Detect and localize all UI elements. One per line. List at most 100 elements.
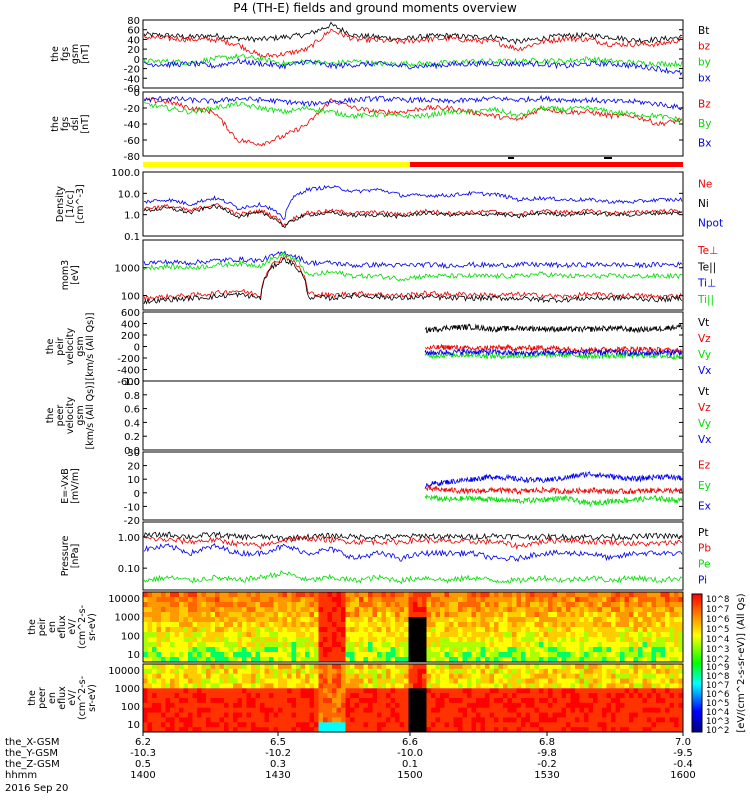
spectrogram-cell <box>413 712 418 718</box>
spectrogram-cell <box>647 607 652 613</box>
spectrogram-cell <box>449 698 454 704</box>
spectrogram-cell <box>422 702 427 709</box>
spectrogram-cell <box>242 717 247 723</box>
spectrogram-cell <box>323 707 328 713</box>
y-axis-label-line: fgs <box>60 117 71 131</box>
spectrogram-cell <box>345 642 351 648</box>
spectrogram-cell <box>314 652 319 658</box>
spectrogram-cell <box>350 702 355 709</box>
spectrogram-cell <box>642 657 648 663</box>
spectrogram-cell <box>525 712 531 718</box>
spectrogram-cell <box>485 678 490 684</box>
spectrogram-cell <box>197 683 202 689</box>
spectrogram-cell <box>188 647 193 653</box>
spectrogram-cell <box>620 637 625 643</box>
spectrogram-cell <box>651 607 657 613</box>
spectrogram-cell <box>170 652 175 658</box>
spectrogram-cell <box>444 632 450 638</box>
spectrogram-cell <box>269 693 274 699</box>
spectrogram-cell <box>377 712 382 718</box>
spectrogram-cell <box>192 698 198 704</box>
spectrogram-cell <box>143 678 148 684</box>
spectrogram-cell <box>498 707 504 713</box>
spectrogram-cell <box>350 727 355 733</box>
spectrogram-cell <box>300 657 306 663</box>
spectrogram-cell <box>359 673 364 679</box>
spectrogram-cell <box>624 622 630 628</box>
spectrogram-cell <box>147 712 153 718</box>
spectrogram-cell <box>395 632 400 638</box>
spectrogram-cell <box>309 657 315 663</box>
spectrogram-cell <box>156 693 162 699</box>
spectrogram-cell <box>476 652 481 658</box>
spectrogram-cell <box>233 647 238 653</box>
spectrogram-cell <box>629 607 634 613</box>
spectrogram-cell <box>215 607 220 613</box>
spectrogram-cell <box>651 707 657 713</box>
spectrogram-cell <box>300 712 306 718</box>
spectrogram-cell <box>305 688 310 694</box>
spectrogram-cell <box>264 612 270 618</box>
spectrogram-cell <box>579 683 585 689</box>
spectrogram-cell <box>606 632 612 638</box>
spectrogram-cell <box>471 612 477 618</box>
spectrogram-cell <box>494 688 499 694</box>
spectrogram-cell <box>669 632 675 638</box>
spectrogram-cell <box>381 707 387 713</box>
spectrogram-cell <box>215 622 220 628</box>
spectrogram-cell <box>606 702 612 709</box>
spectrogram-cell <box>377 632 382 638</box>
spectrogram-cell <box>381 637 387 643</box>
spectrogram-cell <box>638 668 643 675</box>
spectrogram-cell <box>404 622 409 628</box>
spectrogram-cell <box>593 668 598 675</box>
spectrogram-cell <box>143 707 148 713</box>
spectrogram-cell <box>188 652 193 658</box>
spectrogram-cell <box>233 702 238 709</box>
spectrogram-cell <box>588 707 594 713</box>
spectrogram-cell <box>579 607 585 613</box>
spectrogram-cell <box>651 622 657 628</box>
spectrogram-cell <box>210 627 216 633</box>
spectrogram-cell <box>386 612 391 618</box>
spectrogram-cell <box>611 612 616 618</box>
spectrogram-cell <box>174 607 180 613</box>
spectrogram-cell <box>323 678 328 684</box>
spectrogram-cell <box>350 683 355 689</box>
spectrogram-cell <box>656 727 661 733</box>
spectrogram-cell <box>471 727 477 733</box>
spectrogram-cell <box>431 722 436 728</box>
spectrogram-cell <box>368 678 373 684</box>
y-axis-label-line: dsl <box>70 117 81 131</box>
spectrogram-cell <box>629 657 634 663</box>
spectrogram-cell <box>291 602 297 608</box>
spectrogram-cell <box>458 717 463 723</box>
spectrogram-cell <box>561 612 567 618</box>
spectrogram-cell <box>273 657 279 663</box>
spectrogram-cell <box>399 647 405 653</box>
spectrogram-cell <box>242 622 247 628</box>
spectrogram-cell <box>161 642 166 648</box>
spectrogram-cell <box>489 642 495 648</box>
spectrogram-cell <box>512 688 517 694</box>
spectrogram-cell <box>449 678 454 684</box>
y-tick-label: 0.0 <box>124 446 140 457</box>
spectrogram-cell <box>575 657 580 663</box>
colorbar-tick-label: 10^6 <box>706 690 729 700</box>
spectrogram-cell <box>584 592 589 598</box>
spectrogram-cell <box>273 627 279 633</box>
spectrogram-cell <box>341 607 346 613</box>
spectrogram-cell <box>359 678 364 684</box>
spectrogram-cell <box>557 642 562 648</box>
spectrogram-cell <box>588 647 594 653</box>
spectrogram-cell <box>633 722 639 728</box>
spectrogram-cell <box>179 652 184 658</box>
spectrogram-cell <box>327 592 333 598</box>
spectrogram-cell <box>363 678 369 684</box>
spectrogram-cell <box>426 597 432 603</box>
spectrogram-cell <box>242 617 247 623</box>
spectrogram-cell <box>638 722 643 728</box>
spectrogram-cell <box>404 664 409 670</box>
spectrogram-cell <box>462 707 468 713</box>
spectrogram-cell <box>170 597 175 603</box>
